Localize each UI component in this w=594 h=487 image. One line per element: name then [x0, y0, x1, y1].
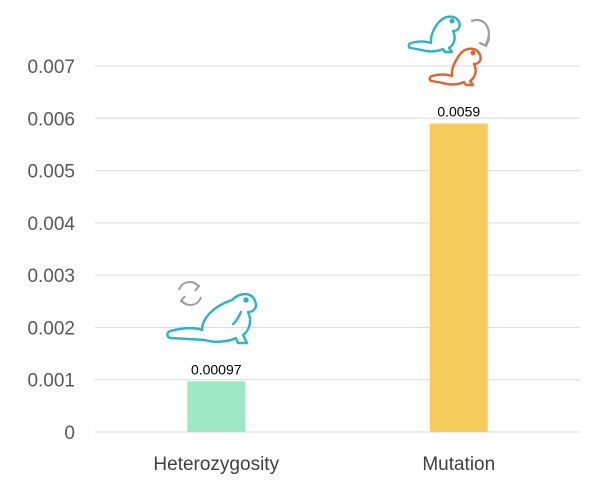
y-tick-label: 0 — [64, 423, 75, 444]
data-label: 0.00097 — [191, 361, 242, 377]
beaver-icon — [430, 49, 481, 85]
y-tick-label: 0.004 — [27, 214, 75, 235]
y-tick-label: 0.002 — [27, 318, 75, 339]
y-tick-label: 0.003 — [27, 266, 75, 287]
x-axis-categories: Heterozygosity Mutation — [153, 454, 495, 475]
curved-arrow-icon — [472, 20, 489, 46]
y-tick-label: 0.006 — [27, 109, 75, 130]
gridlines — [95, 66, 580, 432]
beaver-icon — [409, 17, 460, 52]
bar-heterozygosity — [187, 381, 245, 432]
bar-mutation — [430, 124, 488, 432]
y-tick-label: 0.005 — [27, 162, 75, 183]
y-axis-ticks: 0 0.001 0.002 0.003 0.004 0.005 0.006 0.007 — [27, 57, 75, 444]
x-category-label: Heterozygosity — [153, 454, 279, 475]
cycle-arrows-icon — [179, 282, 201, 305]
x-category-label: Mutation — [422, 454, 495, 475]
data-label: 0.0059 — [437, 104, 480, 120]
bars — [187, 124, 488, 432]
y-tick-label: 0.001 — [27, 371, 75, 392]
y-tick-label: 0.007 — [27, 57, 75, 78]
